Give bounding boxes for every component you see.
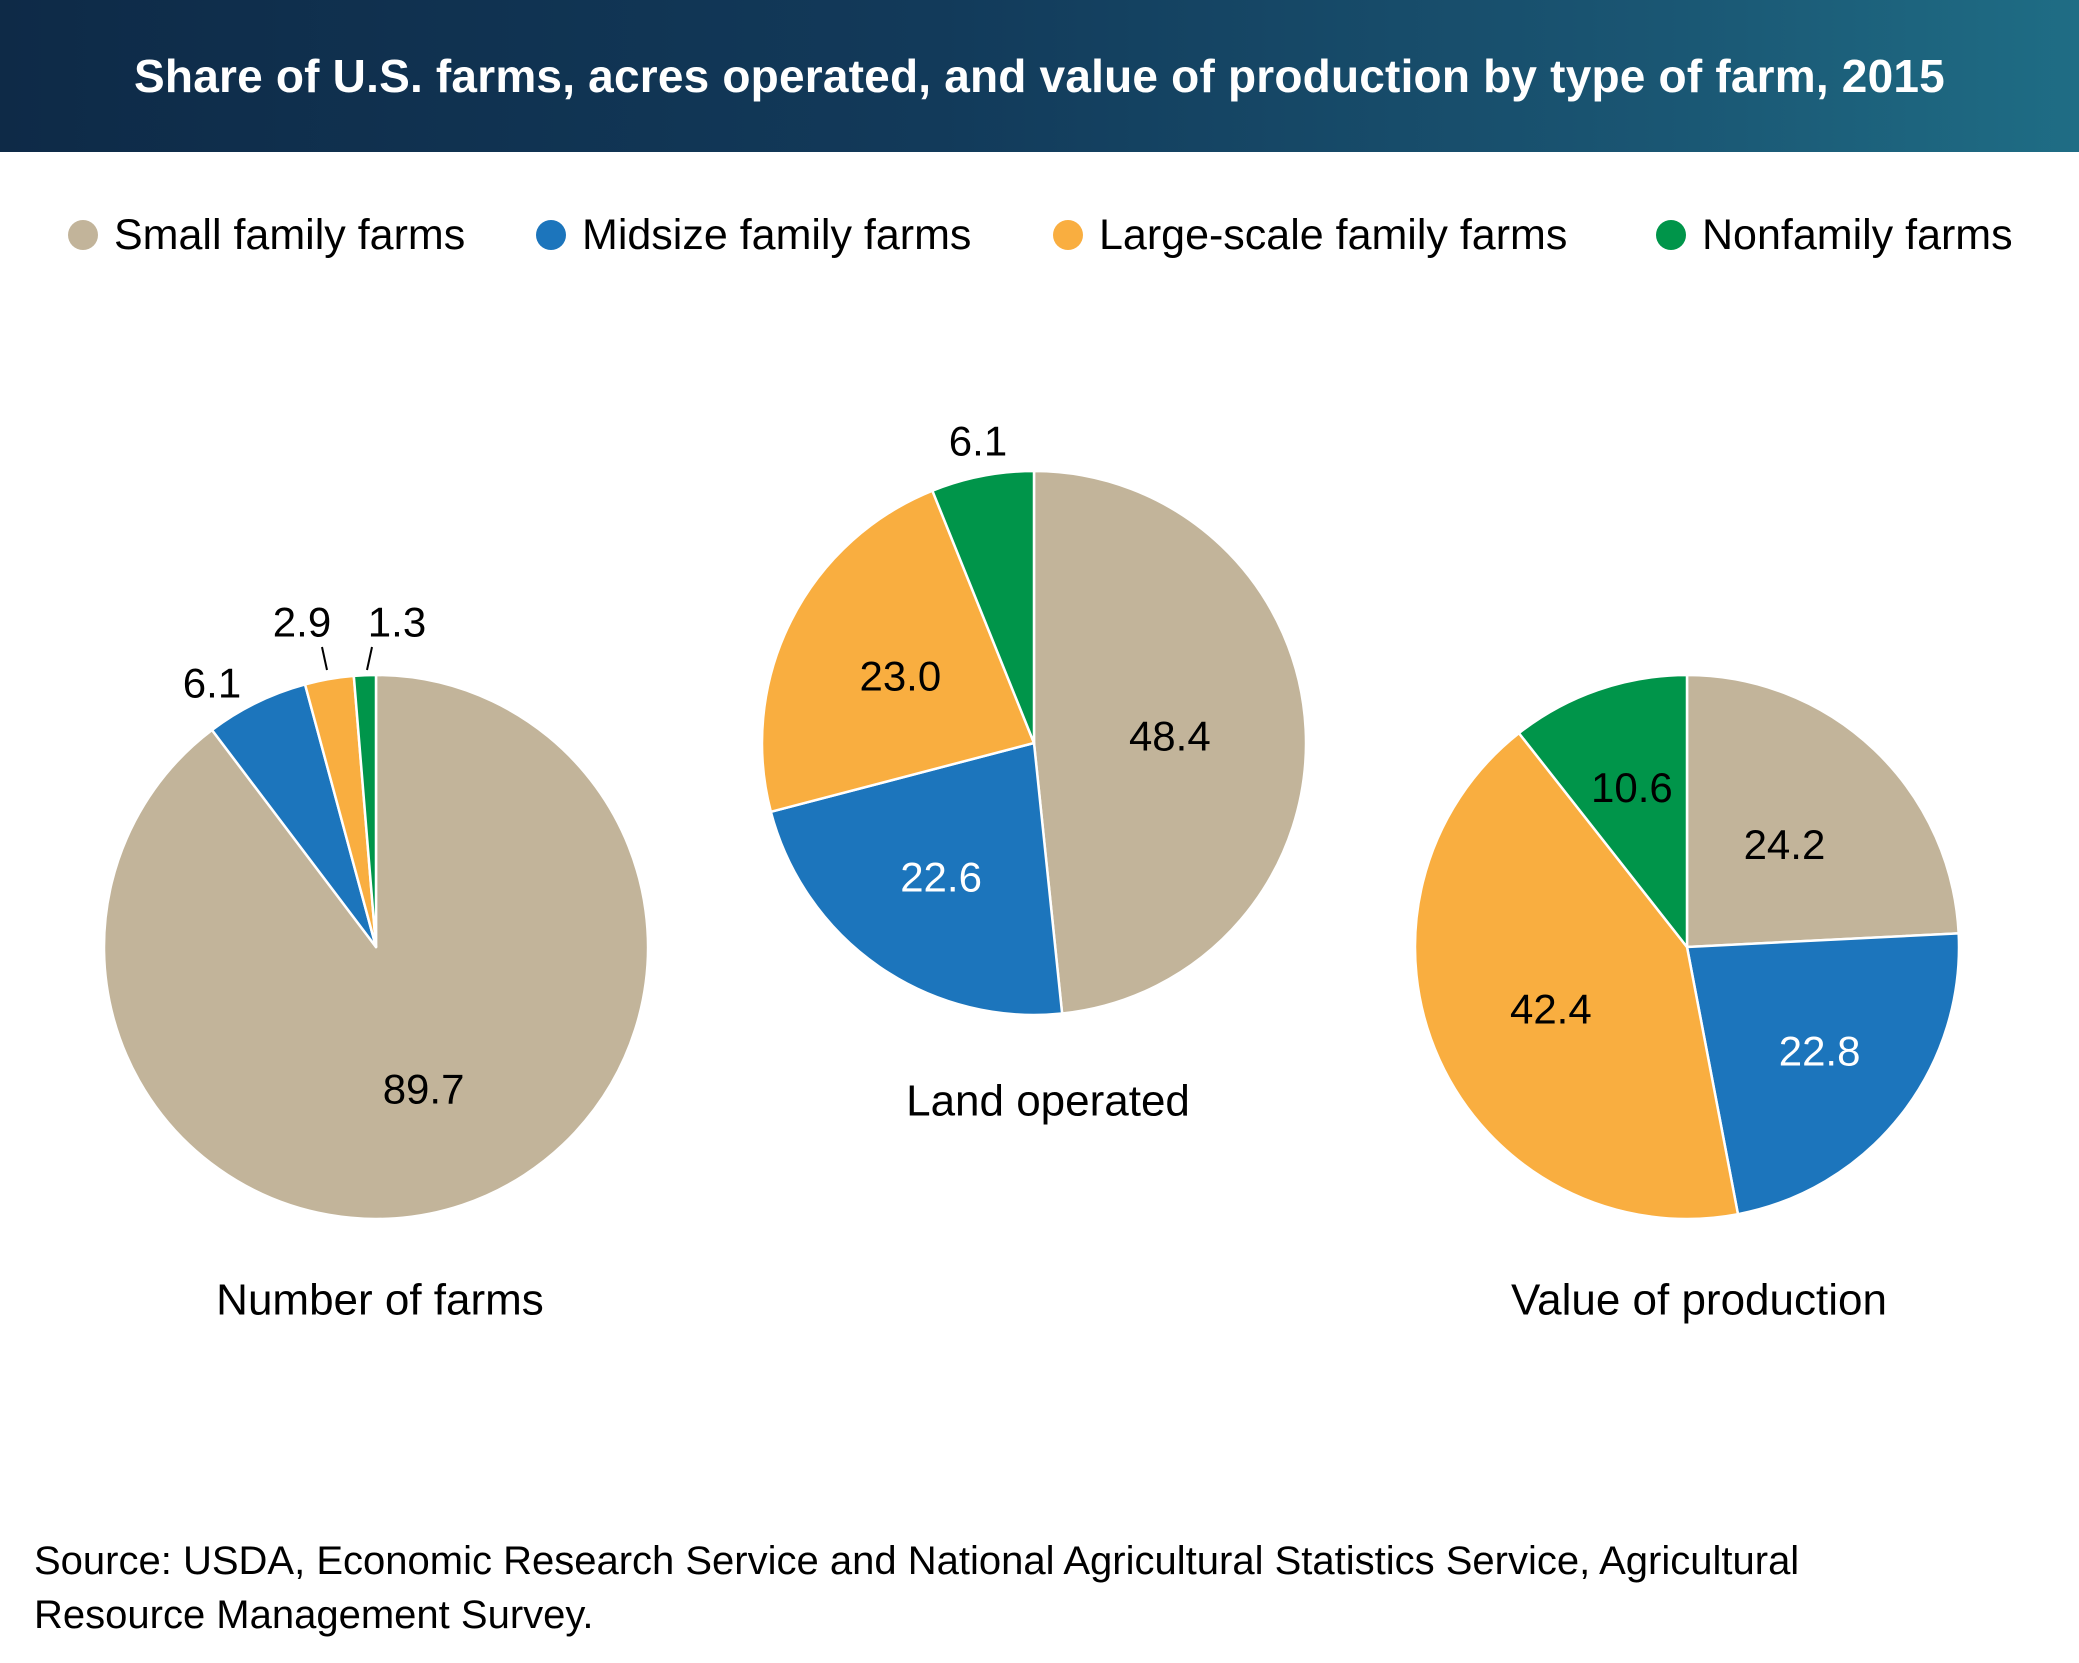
- legend-label-large: Large-scale family farms: [1099, 210, 1568, 259]
- pie-1-slice-nonfamily: [352, 673, 378, 949]
- pie-3-slice-large: [1413, 731, 1740, 1221]
- legend-label-small: Small family farms: [114, 210, 466, 259]
- legend-swatch-small: [68, 220, 98, 250]
- legend-label-nonfamily: Nonfamily farms: [1702, 210, 2013, 259]
- pie-chart-3: 24.2 22.8 42.4 10.6 Value of production: [1413, 673, 1961, 1325]
- pie-2-value-label-small: 48.4: [1129, 712, 1211, 759]
- chart-header: Share of U.S. farms, acres operated, and…: [0, 0, 2079, 152]
- legend-swatch-midsize: [536, 220, 566, 250]
- pie-2-slice-large: [760, 489, 1036, 814]
- pie-chart-1: 89.7 6.1 2.9 1.3 Number of farms: [102, 599, 650, 1325]
- source-line-1: Source: USDA, Economic Research Service …: [34, 1539, 1800, 1583]
- pie-1-value-label-midsize: 6.1: [183, 660, 241, 707]
- pie-3-value-label-midsize: 22.8: [1779, 1028, 1861, 1075]
- pie-chart-2: 48.4 22.6 23.0 6.1 Land operated: [760, 418, 1308, 1126]
- pie-2-value-label-large: 23.0: [859, 652, 941, 699]
- source-line-2: Resource Management Survey.: [34, 1593, 594, 1637]
- pie-3-value-label-large: 42.4: [1510, 985, 1592, 1032]
- pie-3-label: Value of production: [1511, 1276, 1887, 1325]
- pie-2-value-label-nonfamily: 6.1: [949, 418, 1007, 465]
- pie-2-slice-nonfamily: [931, 469, 1036, 745]
- pie-1-leader-nonfamily: [366, 646, 373, 671]
- pie-3-slice-midsize: [1685, 932, 1961, 1216]
- pie-1-value-label-nonfamily: 1.3: [368, 599, 426, 646]
- source-note: Source: USDA, Economic Research Service …: [34, 1534, 2034, 1642]
- legend-item-small: Small family farms: [68, 200, 465, 270]
- legend-item-large: Large-scale family farms: [1053, 200, 1567, 270]
- pie-2-value-label-midsize: 22.6: [900, 854, 982, 901]
- pie-2-slice-midsize: [769, 741, 1064, 1017]
- pie-3-value-label-small: 24.2: [1744, 821, 1826, 868]
- pie-3-slice-nonfamily: [1517, 673, 1689, 949]
- pie-2-slice-small: [1032, 469, 1308, 1015]
- pie-3-slice-small: [1685, 673, 1960, 949]
- pie-1-value-label-large: 2.9: [273, 599, 331, 646]
- legend-item-nonfamily: Nonfamily farms: [1656, 200, 2013, 270]
- chart-title: Share of U.S. farms, acres operated, and…: [134, 50, 1945, 102]
- legend-item-midsize: Midsize family farms: [536, 200, 971, 270]
- legend-swatch-nonfamily: [1656, 220, 1686, 250]
- pie-1-value-label-small: 89.7: [383, 1065, 465, 1112]
- pie-1-leader-large: [321, 646, 328, 671]
- pie-1-label: Number of farms: [216, 1276, 544, 1325]
- pie-2-label: Land operated: [906, 1077, 1190, 1126]
- legend: Small family farms Midsize family farms …: [0, 200, 2079, 270]
- pie-3-value-label-nonfamily: 10.6: [1591, 764, 1673, 811]
- legend-swatch-large: [1053, 220, 1083, 250]
- legend-label-midsize: Midsize family farms: [582, 210, 972, 259]
